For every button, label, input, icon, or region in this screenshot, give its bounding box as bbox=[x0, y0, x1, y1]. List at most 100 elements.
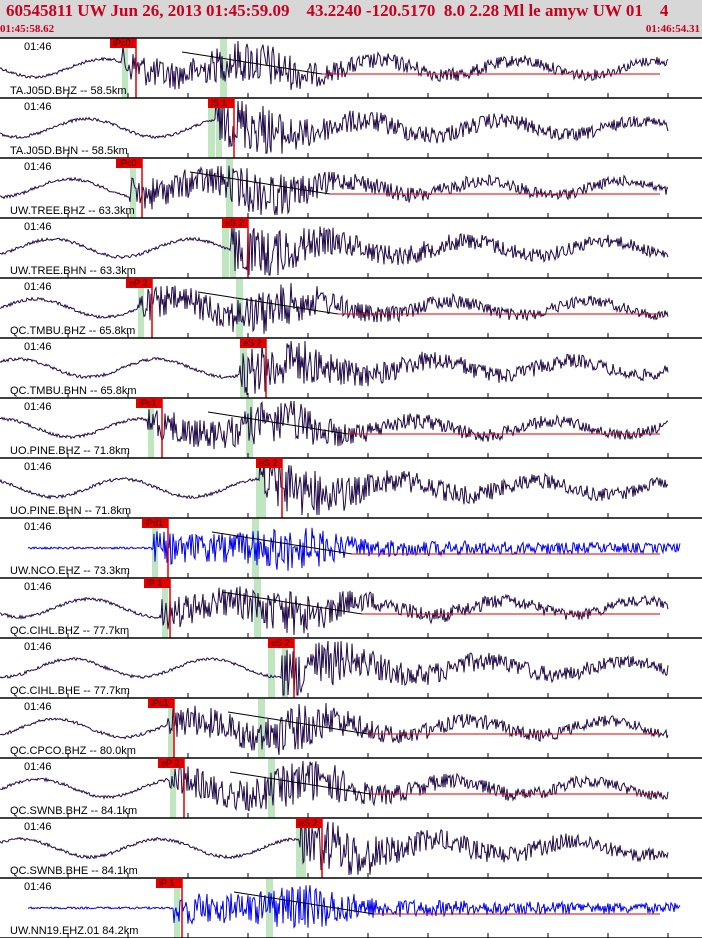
time-tick-label: 01:46 bbox=[24, 581, 52, 593]
trace-row: eS 2 01:46 QC.SWNB.BHE -- 84.1km bbox=[0, 818, 702, 879]
s-window bbox=[240, 339, 247, 398]
station-label: TA.J05D.BHN -- 58.5km bbox=[10, 145, 128, 157]
coda-curve bbox=[207, 411, 349, 435]
waveform bbox=[27, 527, 681, 571]
waveform bbox=[0, 820, 669, 876]
time-tick-label: 01:46 bbox=[24, 701, 52, 713]
trace-row: iPd1 01:46 UW.NCO.EHZ -- 73.3km bbox=[0, 518, 702, 579]
station-label: QC.SWNB.BHZ -- 84.1km bbox=[10, 805, 137, 817]
station-label: QC.CIHL.BHZ -- 77.7km bbox=[10, 625, 129, 637]
trace-row: iPc0 01:46 TA.J05D.BHZ -- 58.5km bbox=[0, 38, 702, 99]
pick-flag bbox=[142, 518, 168, 528]
event-title: 60545811 UW Jun 26, 2013 01:45:59.09 43.… bbox=[6, 1, 669, 20]
station-label: QC.TMBU.BHZ -- 65.8km bbox=[10, 325, 135, 337]
pick-label: iP 1 bbox=[147, 578, 162, 588]
pick-label: iPd1 bbox=[145, 518, 163, 528]
pick-label: iPc0 bbox=[113, 38, 131, 48]
waveform bbox=[0, 400, 669, 450]
time-tick-label: 01:46 bbox=[24, 881, 52, 893]
pick-label: eS 2 bbox=[271, 638, 290, 648]
coda-curve bbox=[197, 291, 339, 315]
pick-label: eS 2 bbox=[259, 458, 278, 468]
end-time: 01:46:54.31 bbox=[645, 23, 700, 35]
p-window bbox=[174, 879, 180, 938]
pick-flag bbox=[208, 98, 234, 108]
time-tick-label: 01:46 bbox=[24, 401, 52, 413]
trace-row: eS 2 01:46 QC.TMBU.BHN -- 65.8km bbox=[0, 338, 702, 399]
time-tick-label: 01:46 bbox=[24, 161, 52, 173]
waveform bbox=[0, 460, 669, 516]
coda-curve bbox=[227, 711, 369, 735]
time-tick-label: 01:46 bbox=[24, 341, 52, 353]
pick-label: iPc0 bbox=[119, 158, 137, 168]
coda-curve bbox=[211, 531, 353, 555]
header-bar: 60545811 UW Jun 26, 2013 01:45:59.09 43.… bbox=[0, 0, 702, 38]
p-window bbox=[216, 99, 222, 158]
trace-row: iP 1 01:46 UW.NN19.EHZ.01 84.2km bbox=[0, 878, 702, 938]
pick-flag bbox=[156, 878, 182, 888]
station-label: QC.TMBU.BHN -- 65.8km bbox=[10, 385, 137, 397]
pick-label: eP 2 bbox=[129, 278, 147, 288]
pick-label: iPc1 bbox=[139, 398, 157, 408]
station-label: QC.CPCO.BHZ -- 80.0km bbox=[10, 745, 136, 757]
pick-flag bbox=[148, 698, 174, 708]
pick-flag bbox=[110, 38, 136, 48]
p-window bbox=[230, 219, 236, 278]
p-window bbox=[170, 759, 176, 818]
trace-row: eS 2 01:46 UO.PINE.BHN -- 71.8km bbox=[0, 458, 702, 519]
waveform bbox=[0, 760, 669, 812]
time-tick-label: 01:46 bbox=[24, 761, 52, 773]
pick-label: eP 2 bbox=[161, 758, 179, 768]
station-label: QC.SWNB.BHE -- 84.1km bbox=[10, 865, 138, 877]
coda-curve bbox=[181, 51, 323, 75]
station-label: TA.J05D.BHZ -- 58.5km bbox=[10, 85, 127, 97]
station-label: UW.TREE.BHZ -- 63.3km bbox=[10, 205, 135, 217]
pick-flag bbox=[240, 338, 266, 348]
pick-label: eS 2 bbox=[225, 218, 244, 228]
waveform bbox=[0, 703, 669, 755]
trace-row: eP 2 01:46 QC.TMBU.BHZ -- 65.8km bbox=[0, 278, 702, 339]
station-label: QC.CIHL.BHE -- 77.7km bbox=[10, 685, 130, 697]
time-tick-label: 01:46 bbox=[24, 281, 52, 293]
pick-flag bbox=[296, 818, 322, 828]
s-window bbox=[246, 399, 253, 458]
p-window bbox=[138, 279, 144, 338]
s-window bbox=[256, 459, 263, 518]
pick-label: iP 1 bbox=[159, 878, 174, 888]
trace-row: iP 1 01:46 QC.CIHL.BHZ -- 77.7km bbox=[0, 578, 702, 639]
trace-row: eS 2 01:46 QC.CIHL.BHE -- 77.7km bbox=[0, 638, 702, 699]
waveform bbox=[0, 40, 669, 90]
pick-flag bbox=[116, 158, 142, 168]
time-tick-label: 01:46 bbox=[24, 101, 52, 113]
time-tick-label: 01:46 bbox=[24, 821, 52, 833]
station-label: UW.NCO.EHZ -- 73.3km bbox=[10, 565, 130, 577]
waveform bbox=[0, 340, 669, 396]
pick-label: iS 1 bbox=[211, 98, 227, 108]
waveform bbox=[0, 226, 669, 276]
trace-row: iPc0 01:46 UW.TREE.BHZ -- 63.3km bbox=[0, 158, 702, 219]
waveform bbox=[0, 640, 669, 696]
pick-flag bbox=[256, 458, 282, 468]
station-label: UO.PINE.BHZ -- 71.8km bbox=[10, 445, 130, 457]
coda-curve bbox=[221, 591, 363, 615]
pick-label: iPc1 bbox=[151, 698, 169, 708]
s-window bbox=[296, 819, 303, 878]
pick-flag bbox=[158, 758, 184, 768]
time-tick-label: 01:46 bbox=[24, 41, 52, 53]
trace-row: iPc1 01:46 QC.CPCO.BHZ -- 80.0km bbox=[0, 698, 702, 759]
time-tick-label: 01:46 bbox=[24, 461, 52, 473]
trace-row: iS 1 01:46 TA.J05D.BHN -- 58.5km bbox=[0, 98, 702, 159]
s-window bbox=[220, 39, 227, 98]
coda-curve bbox=[233, 891, 375, 915]
s-window bbox=[268, 639, 275, 698]
coda-curve bbox=[229, 771, 371, 795]
waveform bbox=[0, 100, 669, 155]
pick-flag bbox=[126, 278, 152, 288]
p-window bbox=[130, 159, 136, 218]
pick-flag bbox=[268, 638, 294, 648]
p-window bbox=[122, 39, 128, 98]
pick-flag bbox=[222, 218, 248, 228]
waveform bbox=[27, 885, 681, 929]
pick-label: eS 2 bbox=[299, 818, 318, 828]
